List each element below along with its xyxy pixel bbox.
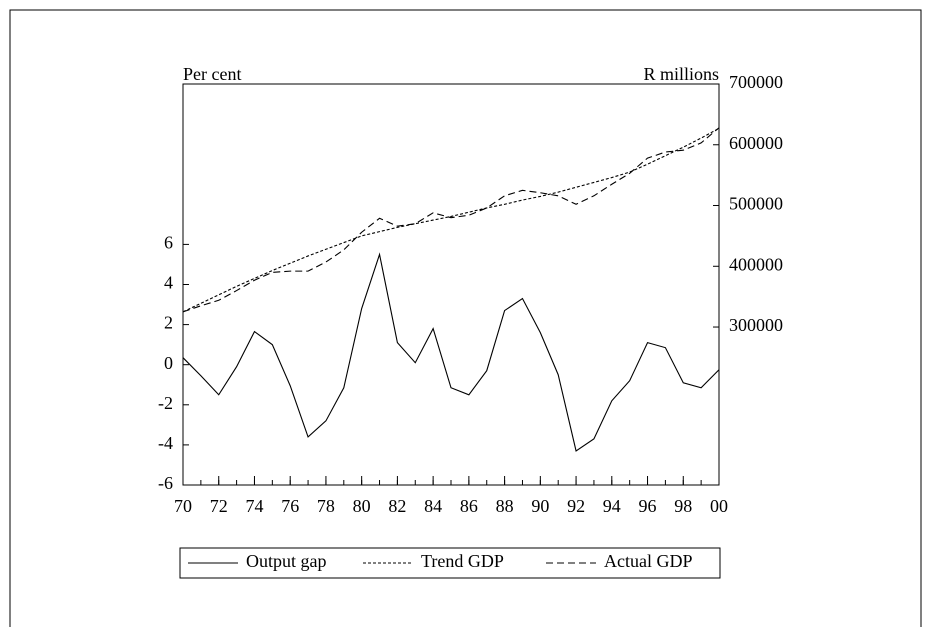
series-line	[182, 252, 720, 452]
x-tick-label: 94	[603, 496, 621, 516]
plot-area	[182, 83, 720, 486]
y-tick-label: -4	[158, 433, 173, 453]
legend-label: Trend GDP	[421, 551, 504, 571]
y-axis-label: Per cent	[183, 64, 241, 84]
legend-label: Output gap	[246, 551, 327, 571]
y-tick-label: 6	[164, 233, 173, 253]
frame	[9, 9, 922, 627]
x-tick-label: 96	[639, 496, 657, 516]
x-tick-label: 84	[424, 496, 442, 516]
x-tick-label: 78	[317, 496, 335, 516]
x-tick-label: 70	[174, 496, 192, 516]
y2-tick-label: 600000	[729, 133, 783, 153]
x-tick-label: 90	[531, 496, 549, 516]
x-tick-label: 74	[245, 496, 263, 516]
x-tick-label: 88	[496, 496, 514, 516]
x-tick-label: 72	[210, 496, 228, 516]
y2-tick-label: 300000	[729, 315, 783, 335]
x-tick-label: 82	[388, 496, 406, 516]
x-tick-label: 76	[281, 496, 299, 516]
series-line	[182, 127, 720, 313]
y-tick-label: 0	[164, 353, 173, 373]
x-tick-label: 00	[710, 496, 728, 516]
y2-tick-label: 700000	[729, 72, 783, 92]
y-tick-label: -6	[158, 473, 173, 493]
legend-label: Actual GDP	[604, 551, 693, 571]
legend	[179, 547, 721, 579]
x-tick-label: 80	[353, 496, 371, 516]
y2-axis-label: R millions	[643, 64, 719, 84]
x-tick-label: 98	[674, 496, 692, 516]
y2-tick-label: 500000	[729, 194, 783, 214]
x-tick-label: 92	[567, 496, 585, 516]
y-tick-label: 4	[164, 273, 173, 293]
series-line	[182, 127, 720, 313]
y-tick-label: -2	[158, 393, 173, 413]
x-tick-label: 86	[460, 496, 478, 516]
y-tick-label: 2	[164, 313, 173, 333]
y2-tick-label: 400000	[729, 254, 783, 274]
